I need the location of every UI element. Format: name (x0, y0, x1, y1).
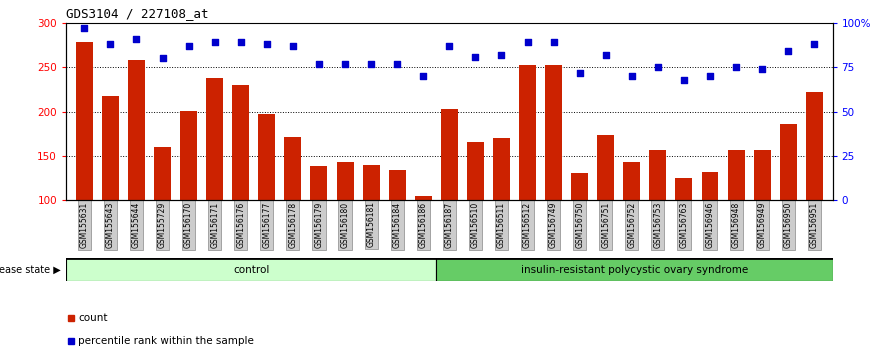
Text: GDS3104 / 227108_at: GDS3104 / 227108_at (66, 7, 209, 21)
Point (233, 40, 248, 45)
Text: count: count (78, 313, 107, 323)
Bar (363, 165, 380, 200)
Bar (76, 42, 93, 200)
Bar (128, 60, 145, 200)
Point (285, 43, 300, 49)
Point (181, 43, 196, 49)
Point (703, 73, 717, 79)
Bar (206, 78, 223, 200)
Bar (180, 110, 197, 200)
Point (416, 73, 430, 79)
Point (807, 41, 821, 47)
Bar (337, 162, 353, 200)
Bar (66, 258, 436, 281)
Point (155, 56, 169, 61)
Bar (493, 138, 510, 200)
Bar (467, 142, 484, 200)
Point (390, 61, 404, 67)
Point (521, 40, 535, 45)
Point (364, 61, 378, 67)
Point (442, 43, 456, 49)
Bar (545, 65, 562, 200)
Point (338, 61, 352, 67)
Point (573, 70, 587, 75)
Bar (440, 109, 458, 200)
Point (625, 73, 639, 79)
Bar (258, 114, 275, 200)
Point (208, 40, 222, 45)
Bar (649, 150, 666, 200)
Bar (102, 96, 119, 200)
Text: insulin-resistant polycystic ovary syndrome: insulin-resistant polycystic ovary syndr… (521, 265, 748, 275)
Bar (519, 65, 536, 200)
Point (130, 36, 144, 42)
Bar (415, 196, 432, 200)
Point (494, 52, 508, 58)
Bar (624, 162, 640, 200)
Point (755, 66, 769, 72)
Point (599, 52, 613, 58)
Bar (571, 173, 589, 200)
Bar (806, 92, 823, 200)
Point (546, 40, 560, 45)
Point (729, 64, 744, 70)
Bar (753, 149, 771, 200)
Bar (154, 147, 171, 200)
Text: percentile rank within the sample: percentile rank within the sample (78, 336, 255, 346)
Point (677, 77, 691, 82)
Point (78, 25, 92, 31)
Point (312, 61, 326, 67)
Bar (676, 178, 692, 200)
Point (469, 54, 483, 59)
Bar (285, 137, 301, 200)
Point (781, 48, 796, 54)
Bar (389, 170, 405, 200)
Bar (728, 149, 744, 200)
Bar (233, 85, 249, 200)
Bar (310, 166, 328, 200)
Point (651, 64, 665, 70)
Text: disease state ▶: disease state ▶ (0, 265, 61, 275)
Text: control: control (233, 265, 270, 275)
Bar (597, 135, 614, 200)
Bar (780, 124, 796, 200)
Point (103, 41, 117, 47)
Bar (436, 258, 833, 281)
Bar (701, 172, 719, 200)
Point (260, 41, 274, 47)
